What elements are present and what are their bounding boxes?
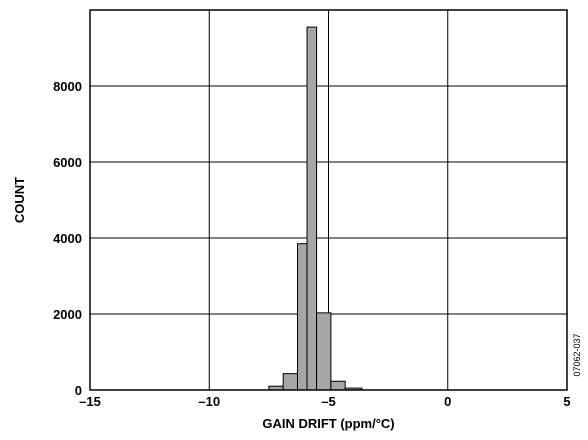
histogram-bar <box>282 373 298 391</box>
histogram-bar <box>330 380 346 391</box>
x-tick-label: 5 <box>563 394 570 409</box>
y-axis-title: COUNT <box>12 177 27 223</box>
y-tick-label: 0 <box>75 383 82 398</box>
y-tick-label: 4000 <box>53 231 82 246</box>
grid-lines <box>90 10 567 390</box>
y-axis-ticks: 0 2000 4000 6000 8000 <box>53 79 82 398</box>
y-tick-label: 2000 <box>53 307 82 322</box>
histogram-bar <box>316 312 332 391</box>
x-axis-ticks: –15 –10 –5 0 5 <box>79 394 570 409</box>
x-tick-label: –5 <box>321 394 335 409</box>
x-axis-title: GAIN DRIFT (ppm/°C) <box>262 416 394 431</box>
figure-id: 07062-037 <box>572 333 582 376</box>
histogram-bars <box>268 26 363 391</box>
histogram-bar <box>306 26 318 391</box>
plot-frame <box>89 9 568 391</box>
x-tick-label: 0 <box>444 394 451 409</box>
x-tick-label: –15 <box>79 394 101 409</box>
y-tick-label: 8000 <box>53 79 82 94</box>
histogram-bar <box>296 243 308 391</box>
x-tick-label: –10 <box>198 394 220 409</box>
y-tick-label: 6000 <box>53 155 82 170</box>
